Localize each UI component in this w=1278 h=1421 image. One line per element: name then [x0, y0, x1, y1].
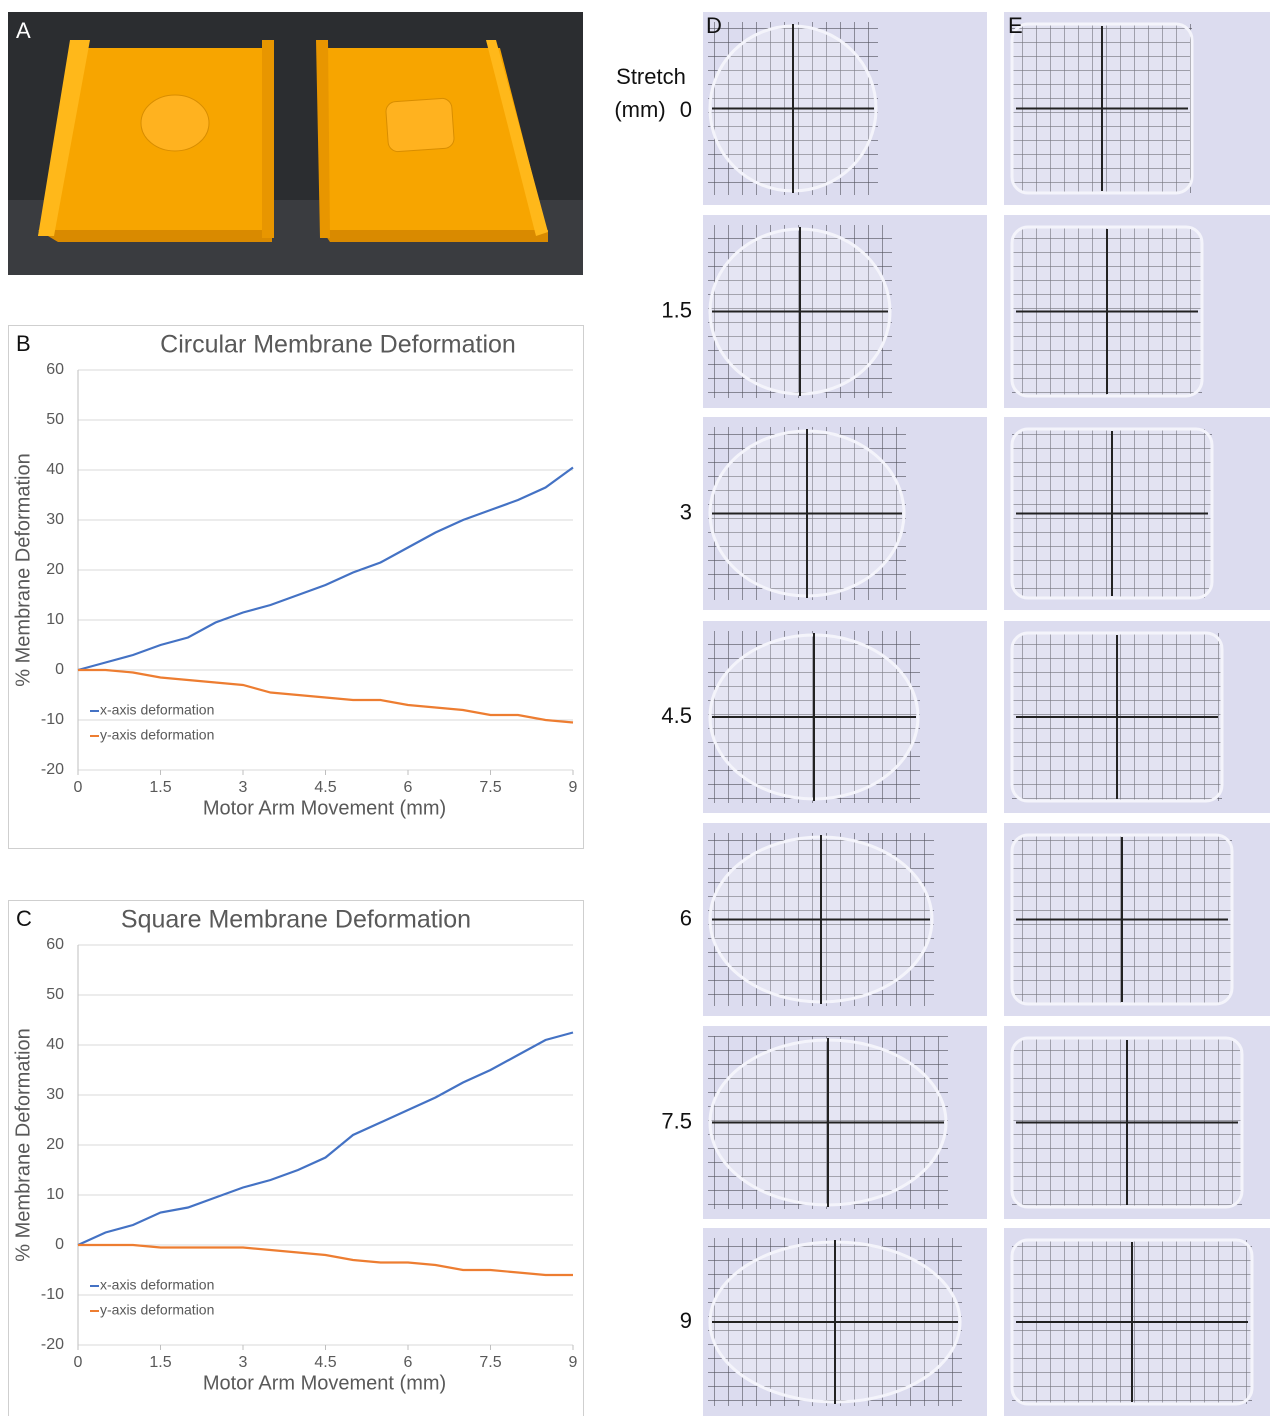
legend-label: x-axis deformation [100, 702, 214, 718]
y-tick-label: 0 [55, 1236, 64, 1253]
data-line [77, 1031, 574, 1247]
x-tick-label: 0 [74, 1354, 83, 1371]
y-tick-label: 10 [46, 1186, 64, 1203]
y-tick-label: 60 [46, 361, 64, 378]
x-tick-label: 3 [239, 1354, 248, 1371]
x-tick-label: 3 [239, 779, 248, 796]
x-tick-label: 9 [569, 779, 578, 796]
chart-title: Square Membrane Deformation [121, 906, 471, 934]
chart-title: Circular Membrane Deformation [160, 331, 516, 359]
stretch-unit: (mm) [614, 97, 665, 122]
x-tick-label: 1.5 [149, 779, 171, 796]
x-axis-label: Motor Arm Movement (mm) [203, 1372, 446, 1394]
stretch-label: Stretch [616, 64, 686, 89]
photo-grid [703, 12, 1270, 1416]
y-tick-label: 20 [46, 1136, 64, 1153]
photo-a: A [8, 12, 583, 275]
stretch-value: 0 [680, 97, 692, 122]
y-tick-label: 10 [46, 611, 64, 628]
stretch-value: 7.5 [661, 1108, 692, 1133]
y-axis-label: % Membrane Deformation [12, 1028, 34, 1261]
y-tick-label: 40 [46, 1036, 64, 1053]
panel-label: D [706, 13, 722, 38]
y-tick-label: 50 [46, 986, 64, 1003]
x-axis-label: Motor Arm Movement (mm) [203, 797, 446, 819]
data-line [78, 668, 574, 724]
chart-frame [8, 900, 584, 1417]
x-tick-label: 0 [74, 779, 83, 796]
x-tick-label: 7.5 [479, 1354, 501, 1371]
data-line [77, 466, 574, 672]
x-tick-label: 4.5 [314, 1354, 336, 1371]
x-tick-label: 7.5 [479, 779, 501, 796]
legend-label: y-axis deformation [100, 727, 214, 743]
x-tick-label: 6 [404, 779, 413, 796]
stretch-value: 1.5 [661, 297, 692, 322]
x-tick-label: 6 [404, 1354, 413, 1371]
stretch-value: 4.5 [661, 703, 692, 728]
panel-label: B [16, 331, 31, 356]
stretch-value: 3 [680, 499, 692, 524]
y-tick-label: -10 [41, 1286, 64, 1303]
y-tick-label: 50 [46, 411, 64, 428]
y-tick-label: 30 [46, 1086, 64, 1103]
x-tick-label: 1.5 [149, 1354, 171, 1371]
panel-label: E [1008, 13, 1023, 38]
stretch-value: 6 [680, 905, 692, 930]
panel-label: C [16, 906, 32, 931]
y-tick-label: -20 [41, 1336, 64, 1353]
y-tick-label: 40 [46, 461, 64, 478]
y-tick-label: 20 [46, 561, 64, 578]
y-axis-label: % Membrane Deformation [12, 453, 34, 686]
legend-label: x-axis deformation [100, 1277, 214, 1293]
y-tick-label: 30 [46, 511, 64, 528]
y-tick-label: 0 [55, 661, 64, 678]
stretch-value: 9 [680, 1308, 692, 1333]
panel-label: A [16, 18, 31, 43]
chart-frame [8, 325, 584, 849]
x-tick-label: 4.5 [314, 779, 336, 796]
data-line [78, 1243, 573, 1277]
x-tick-label: 9 [569, 1354, 578, 1371]
y-tick-label: 60 [46, 936, 64, 953]
legend-label: y-axis deformation [100, 1302, 214, 1318]
y-tick-label: -20 [41, 761, 64, 778]
y-tick-label: -10 [41, 711, 64, 728]
